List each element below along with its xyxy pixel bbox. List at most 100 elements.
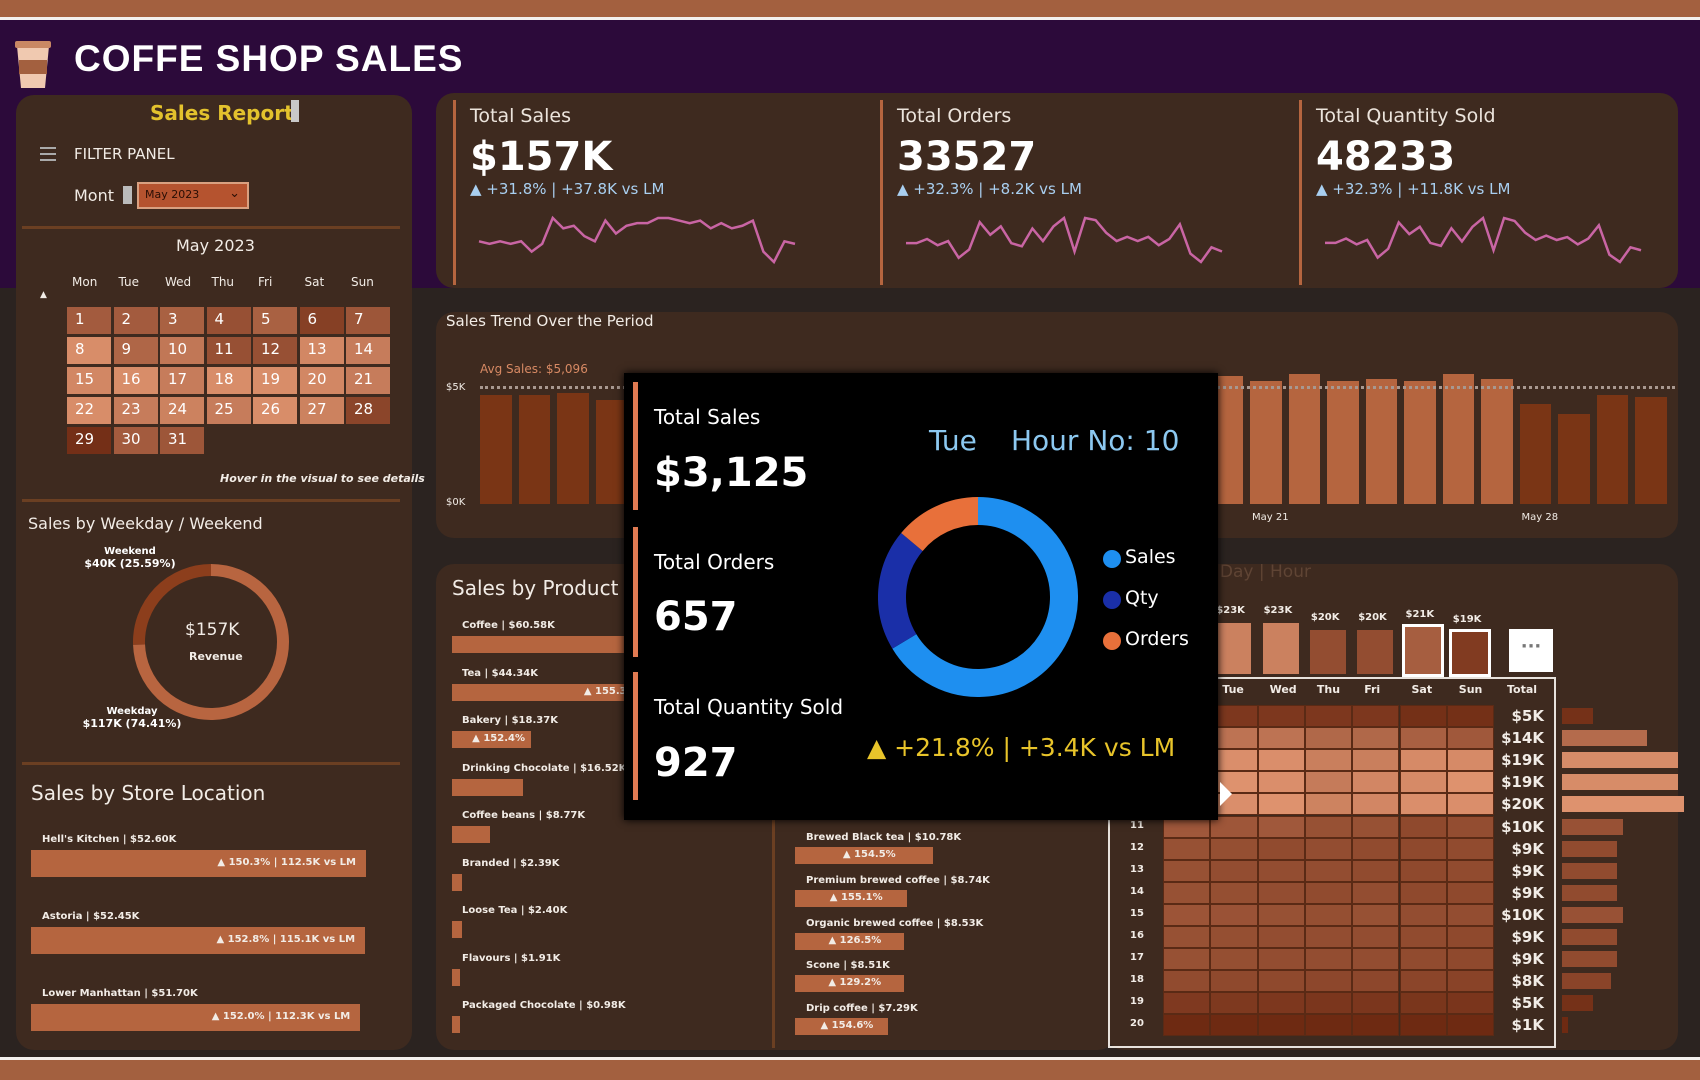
- month-dropdown[interactable]: May 2023 ⌄: [137, 182, 249, 209]
- hour-total-bar[interactable]: [1562, 862, 1617, 879]
- heatmap-cell[interactable]: [1257, 749, 1305, 772]
- heatmap-cell[interactable]: [1446, 771, 1495, 794]
- trend-bar[interactable]: [1596, 394, 1628, 504]
- category-bar[interactable]: [452, 921, 463, 938]
- sparkline[interactable]: [1323, 212, 1643, 267]
- heatmap-cell[interactable]: [1257, 793, 1305, 816]
- calendar-day[interactable]: 2: [113, 307, 158, 334]
- trend-bar[interactable]: [557, 392, 589, 504]
- calendar-day[interactable]: 9: [113, 337, 158, 364]
- heatmap-cell[interactable]: [1257, 903, 1305, 926]
- heatmap-cell[interactable]: [1304, 815, 1353, 838]
- heatmap-cell[interactable]: [1257, 705, 1305, 728]
- heatmap-cell[interactable]: [1446, 970, 1495, 993]
- heatmap-cell[interactable]: [1352, 749, 1400, 772]
- day-total-bar[interactable]: [1262, 623, 1299, 674]
- category-bar[interactable]: [452, 873, 463, 891]
- heatmap-cell[interactable]: [1352, 881, 1400, 904]
- store-bar[interactable]: ▲ 152.8% | 115.1K vs LM: [31, 927, 366, 954]
- calendar-day[interactable]: 12: [253, 337, 297, 364]
- heatmap-cell[interactable]: [1352, 1014, 1400, 1037]
- calendar-day[interactable]: 5: [253, 307, 297, 334]
- calendar-day[interactable]: 21: [346, 367, 390, 394]
- product-type-bar[interactable]: ▲ 154.5%: [795, 847, 933, 864]
- heatmap-cell[interactable]: [1352, 771, 1400, 794]
- calendar-day[interactable]: 13: [299, 337, 344, 364]
- trend-bar[interactable]: [518, 394, 550, 504]
- sparkline[interactable]: [904, 212, 1224, 267]
- heatmap-cell[interactable]: [1399, 815, 1447, 838]
- calendar-day[interactable]: 18: [206, 367, 251, 394]
- heatmap-cell[interactable]: [1304, 749, 1353, 772]
- product-type-bar[interactable]: ▲ 154.6%: [795, 1018, 889, 1036]
- trend-bar[interactable]: [1481, 378, 1513, 504]
- heatmap-cell[interactable]: [1352, 970, 1400, 993]
- heatmap-cell[interactable]: [1210, 926, 1258, 949]
- heatmap-cell[interactable]: [1352, 903, 1400, 926]
- heatmap-cell[interactable]: [1210, 815, 1258, 838]
- heatmap-cell[interactable]: [1399, 837, 1447, 860]
- trend-bar[interactable]: [1558, 413, 1590, 504]
- hour-total-bar[interactable]: [1562, 951, 1617, 968]
- day-total-bar[interactable]: [1215, 623, 1252, 674]
- heatmap-cell[interactable]: [1304, 881, 1353, 904]
- heatmap-cell[interactable]: [1304, 970, 1353, 993]
- heatmap-cell[interactable]: [1304, 948, 1353, 971]
- heatmap-cell[interactable]: [1446, 705, 1495, 728]
- heatmap-cell[interactable]: [1399, 903, 1447, 926]
- heatmap-cell[interactable]: [1352, 859, 1400, 882]
- heatmap-cell[interactable]: [1399, 793, 1447, 816]
- orders-slice[interactable]: [901, 497, 979, 552]
- weekday-slice[interactable]: [133, 564, 289, 720]
- heatmap-cell[interactable]: [1352, 948, 1400, 971]
- category-bar[interactable]: [452, 1016, 460, 1033]
- weekday-weekend-donut[interactable]: [121, 552, 301, 732]
- heatmap-cell[interactable]: [1257, 970, 1305, 993]
- heatmap-cell[interactable]: [1257, 992, 1305, 1015]
- category-bar[interactable]: ▲ 152.4%: [452, 731, 531, 748]
- heatmap-cell[interactable]: [1210, 859, 1258, 882]
- heatmap-cell[interactable]: [1399, 948, 1447, 971]
- heatmap-cell[interactable]: [1446, 859, 1495, 882]
- calendar-day[interactable]: 4: [206, 307, 251, 334]
- heatmap-cell[interactable]: [1446, 837, 1495, 860]
- product-type-bar[interactable]: ▲ 129.2%: [795, 975, 904, 993]
- calendar-day[interactable]: 24: [160, 397, 204, 424]
- heatmap-cell[interactable]: [1210, 1014, 1258, 1037]
- heatmap-cell[interactable]: [1304, 859, 1353, 882]
- heatmap-cell[interactable]: [1210, 837, 1258, 860]
- calendar-day[interactable]: 19: [253, 367, 297, 394]
- hour-total-bar[interactable]: [1562, 840, 1617, 857]
- product-type-bar[interactable]: ▲ 126.5%: [795, 932, 905, 950]
- heatmap-cell[interactable]: [1210, 992, 1258, 1015]
- heatmap-cell[interactable]: [1399, 859, 1447, 882]
- hour-total-bar[interactable]: [1562, 752, 1678, 769]
- heatmap-cell[interactable]: [1446, 903, 1495, 926]
- trend-bar[interactable]: [1288, 374, 1320, 504]
- trend-bar[interactable]: [1635, 397, 1667, 504]
- calendar-day[interactable]: 16: [113, 367, 158, 394]
- more-options-button[interactable]: ···: [1509, 629, 1553, 672]
- calendar-day[interactable]: 11: [206, 337, 251, 364]
- heatmap-cell[interactable]: [1304, 771, 1353, 794]
- hour-total-bar[interactable]: [1562, 796, 1684, 813]
- heatmap-cell[interactable]: [1163, 970, 1211, 993]
- trend-bar[interactable]: [1519, 404, 1551, 504]
- heatmap-cell[interactable]: [1352, 815, 1400, 838]
- category-bar[interactable]: [452, 778, 524, 796]
- heatmap-cell[interactable]: [1304, 727, 1353, 750]
- heatmap-cell[interactable]: [1446, 926, 1495, 949]
- category-bar[interactable]: [452, 826, 490, 843]
- heatmap-cell[interactable]: [1352, 793, 1400, 816]
- product-type-bar[interactable]: ▲ 155.1%: [795, 889, 907, 907]
- heatmap-cell[interactable]: [1304, 926, 1353, 949]
- heatmap-cell[interactable]: [1210, 948, 1258, 971]
- heatmap-cell[interactable]: [1257, 859, 1305, 882]
- heatmap-cell[interactable]: [1399, 881, 1447, 904]
- hour-total-bar[interactable]: [1562, 1017, 1569, 1034]
- calendar-day[interactable]: 1: [67, 307, 111, 334]
- trend-bar[interactable]: [1404, 381, 1436, 504]
- heatmap-cell[interactable]: [1163, 837, 1211, 860]
- trend-bar[interactable]: [595, 399, 627, 504]
- heatmap-cell[interactable]: [1257, 727, 1305, 750]
